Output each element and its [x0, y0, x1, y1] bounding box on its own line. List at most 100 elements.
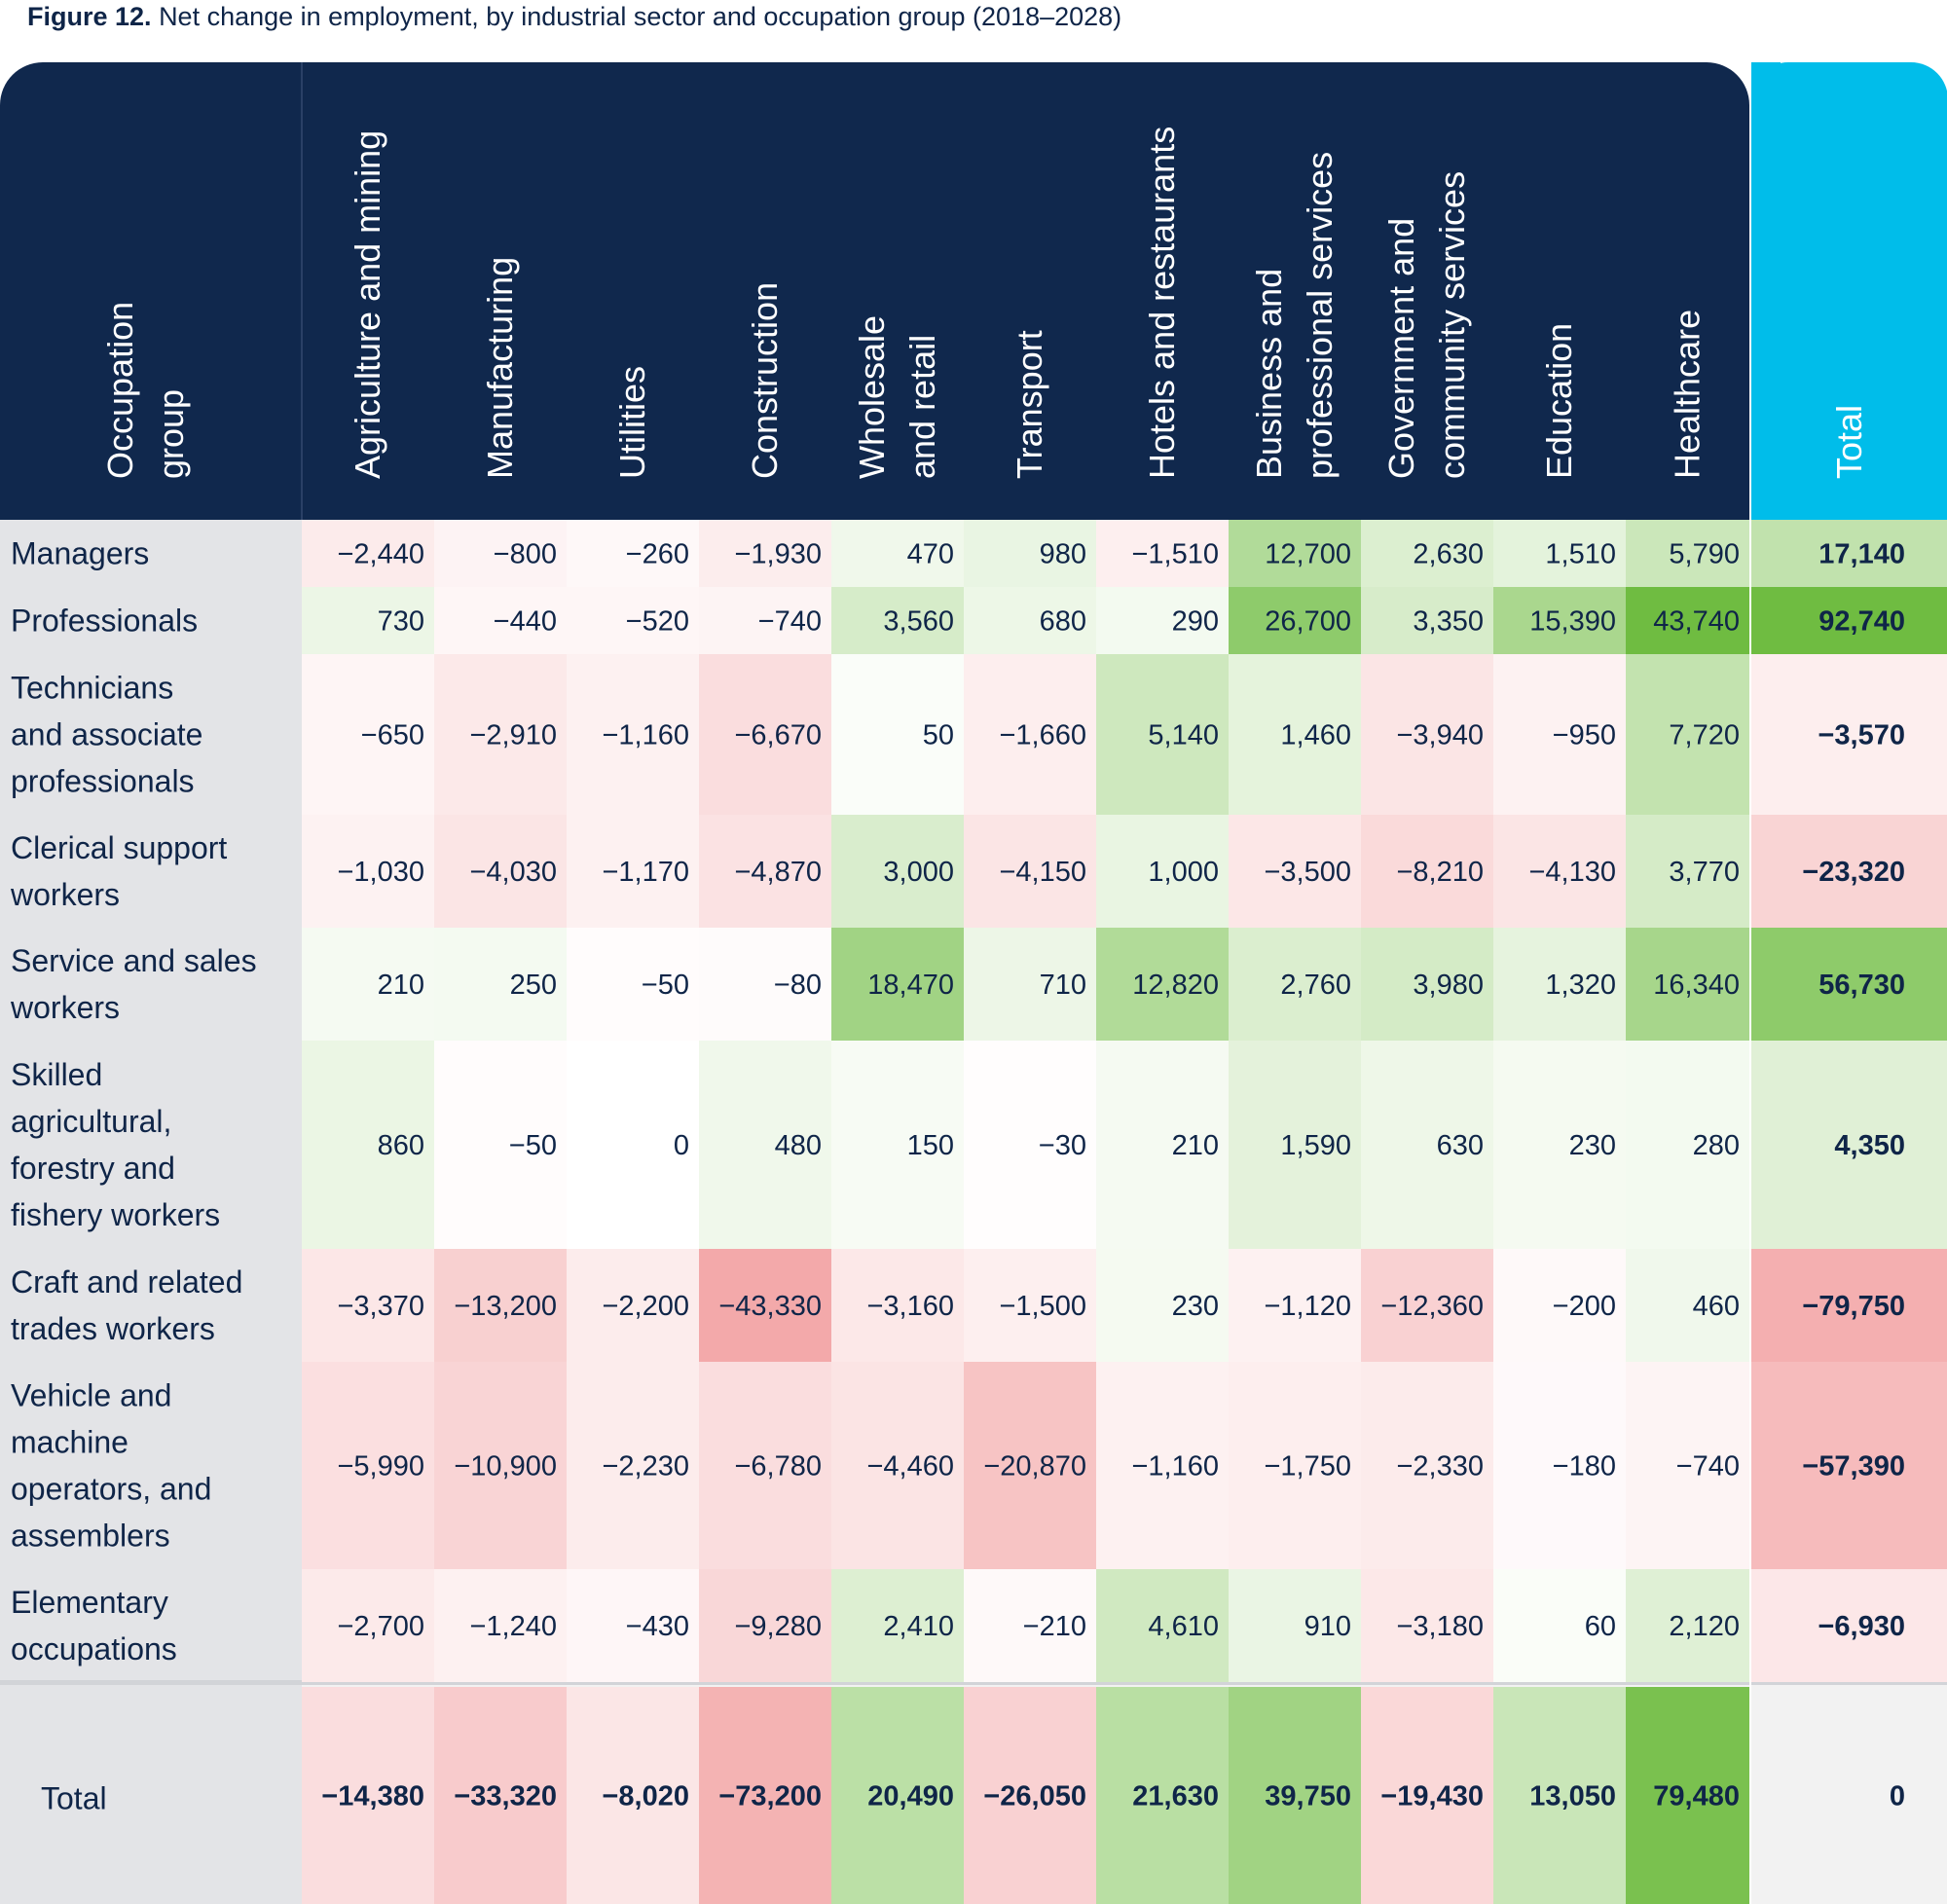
cell-value: −1,170 [602, 857, 689, 888]
table-cell [434, 815, 567, 928]
figure-label: Figure 12. [27, 2, 152, 31]
column-header: Hotels and restaurants [1142, 127, 1182, 479]
cell-value: −2,330 [1396, 1451, 1484, 1483]
table-cell [302, 1362, 434, 1569]
table-cell [699, 654, 831, 815]
column-header: Agriculture and mining [348, 130, 387, 479]
cell-value: −1,160 [602, 720, 689, 751]
cell-value: −12,360 [1380, 1291, 1484, 1322]
cell-value: −3,500 [1264, 857, 1351, 888]
total-row-cell [567, 1687, 699, 1904]
table-cell [1229, 1362, 1361, 1569]
total-row-cell [699, 1687, 831, 1904]
total-row-cell [831, 1687, 964, 1904]
cell-value: −260 [626, 539, 689, 570]
table-cell [831, 928, 964, 1041]
row-total-value: −3,570 [1818, 720, 1905, 751]
cell-value: −80 [774, 970, 822, 1001]
table-cell [434, 1362, 567, 1569]
grand-total-value: 0 [1890, 1781, 1905, 1812]
row-total-value: 4,350 [1834, 1130, 1905, 1161]
row-total-value: 92,740 [1818, 606, 1905, 638]
table-cell [964, 587, 1096, 654]
total-header-corner [1751, 62, 1781, 140]
total-row-label-bg [0, 1681, 302, 1904]
cell-value: 3,770 [1669, 857, 1740, 888]
table-cell [567, 928, 699, 1041]
cell-value: −20,870 [983, 1451, 1086, 1483]
figure-title: Figure 12. Net change in employment, by … [27, 0, 1121, 33]
cell-value: −740 [1676, 1451, 1740, 1483]
cell-value: −950 [1553, 720, 1616, 751]
column-header: Transport [1010, 330, 1049, 479]
row-label: fishery workers [11, 1197, 220, 1232]
row-label: Service and sales [11, 943, 257, 978]
cell-value: 2,760 [1280, 970, 1351, 1001]
cell-value: 16,340 [1653, 970, 1740, 1001]
table-cell [1626, 654, 1749, 815]
cell-value: −2,440 [337, 539, 424, 570]
table-cell [699, 928, 831, 1041]
total-row-value: 21,630 [1132, 1781, 1219, 1812]
cell-value: −1,160 [1131, 1451, 1219, 1483]
row-label: Clerical support [11, 830, 227, 865]
cell-value: 910 [1304, 1611, 1351, 1642]
cell-value: 710 [1040, 970, 1086, 1001]
total-row-cell [1493, 1687, 1626, 1904]
cell-value: −10,900 [454, 1451, 557, 1483]
total-row-cell [302, 1687, 434, 1904]
cell-value: 1,510 [1545, 539, 1616, 570]
table-cell [1361, 928, 1493, 1041]
column-header: Utilities [612, 366, 652, 479]
table-cell [1493, 1249, 1626, 1362]
table-cell [1229, 1249, 1361, 1362]
table-cell [699, 1569, 831, 1682]
table-cell [1229, 928, 1361, 1041]
cell-value: −1,120 [1264, 1291, 1351, 1322]
cell-value: 7,720 [1669, 720, 1740, 751]
cell-value: 280 [1693, 1130, 1740, 1161]
cell-value: −8,210 [1396, 857, 1484, 888]
row-label: Technicians [11, 671, 173, 706]
cell-value: −1,660 [999, 720, 1086, 751]
cell-value: 150 [907, 1130, 954, 1161]
table-cell [964, 815, 1096, 928]
table-cell [964, 1569, 1096, 1682]
table-cell [1493, 1569, 1626, 1682]
table-cell [699, 815, 831, 928]
row-total-cell [1751, 1569, 1947, 1682]
table-cell [1229, 520, 1361, 587]
table-cell [831, 1362, 964, 1569]
table-cell [302, 1041, 434, 1249]
table-cell [1229, 1041, 1361, 1249]
total-row-divider [0, 1680, 1947, 1685]
table-cell [1361, 520, 1493, 587]
total-row-value: −19,430 [1380, 1781, 1484, 1812]
cell-value: 43,740 [1653, 606, 1740, 638]
table-cell [1493, 520, 1626, 587]
cell-value: −6,780 [734, 1451, 822, 1483]
table-cell [1096, 1249, 1229, 1362]
cell-value: −1,030 [337, 857, 424, 888]
cell-value: 60 [1585, 1611, 1616, 1642]
table-cell [964, 1249, 1096, 1362]
cell-value: −1,930 [734, 539, 822, 570]
cell-value: −740 [758, 606, 822, 638]
table-cell [567, 520, 699, 587]
table-cell [1361, 654, 1493, 815]
total-row-value: −26,050 [983, 1781, 1086, 1812]
table-cell [434, 520, 567, 587]
cell-value: −2,700 [337, 1611, 424, 1642]
row-total-cell [1751, 928, 1947, 1041]
cell-value: −800 [494, 539, 557, 570]
row-total-cell [1751, 587, 1947, 654]
table-cell [567, 815, 699, 928]
row-total-value: −6,930 [1818, 1611, 1905, 1642]
cell-value: 4,610 [1148, 1611, 1219, 1642]
cell-value: −3,370 [337, 1291, 424, 1322]
table-cell [434, 587, 567, 654]
table-cell [567, 1569, 699, 1682]
row-label: Craft and related [11, 1264, 242, 1300]
row-total-cell [1751, 815, 1947, 928]
table-cell [434, 1041, 567, 1249]
